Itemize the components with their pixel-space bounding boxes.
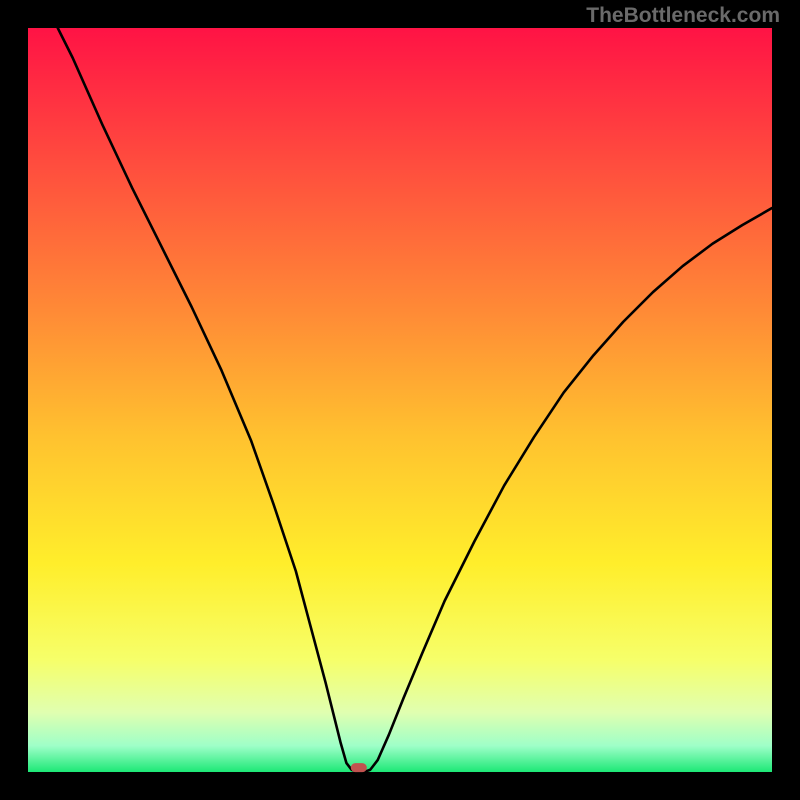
- plot-area: [28, 28, 772, 772]
- curve-path: [58, 28, 772, 772]
- optimal-marker: [351, 763, 367, 773]
- bottleneck-curve: [28, 28, 772, 772]
- watermark-text: TheBottleneck.com: [586, 4, 780, 28]
- chart-frame: TheBottleneck.com: [0, 0, 800, 800]
